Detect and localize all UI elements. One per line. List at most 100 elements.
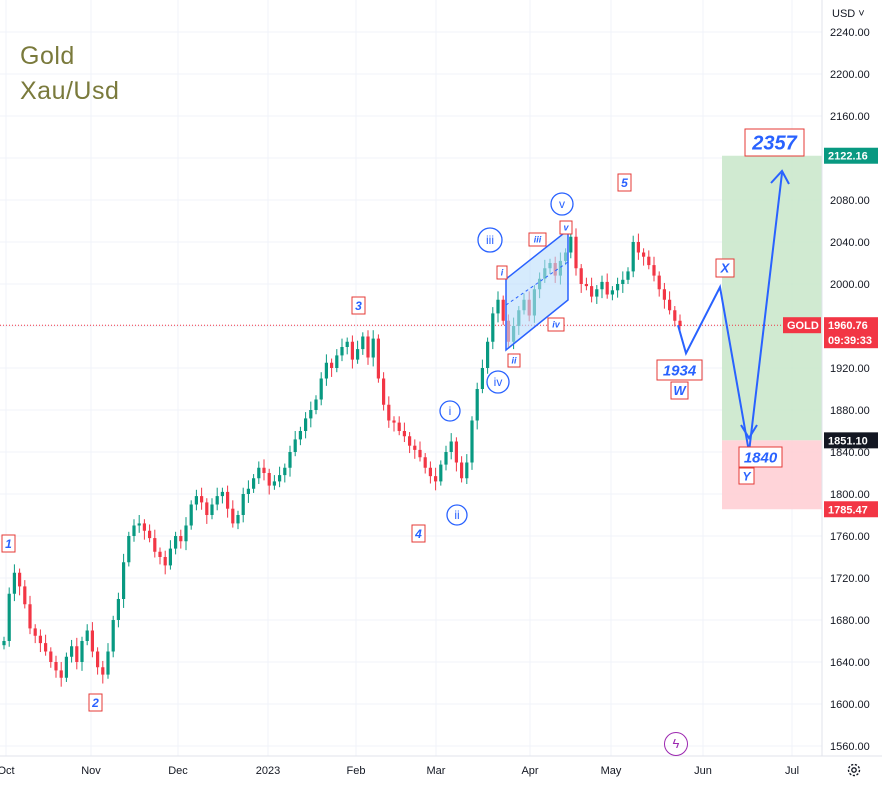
candle-body <box>652 265 656 276</box>
candle-body <box>428 467 432 477</box>
candle-body <box>70 646 74 657</box>
currency-selector[interactable]: USD ˅ <box>832 8 865 20</box>
candle-body <box>668 299 672 311</box>
price-tick-label: 2080.00 <box>830 195 870 207</box>
candle-body <box>298 431 302 440</box>
time-tick-label: Apr <box>521 765 538 777</box>
time-tick-label: May <box>601 765 622 777</box>
subwave-ii-label-circle <box>446 504 468 526</box>
minor-v-label-box <box>559 220 573 235</box>
price-tick-label: 1720.00 <box>830 573 870 585</box>
candle-body <box>28 604 32 629</box>
candle-body <box>267 473 271 486</box>
candle-body <box>402 431 406 437</box>
candle-body <box>23 586 27 605</box>
candle-body <box>657 275 661 290</box>
candle-body <box>90 630 94 652</box>
candle-body <box>215 496 219 505</box>
candle-body <box>408 436 412 446</box>
candle-body <box>132 525 136 536</box>
wave-x-label: X <box>720 261 731 276</box>
time-tick-label: Nov <box>81 765 101 777</box>
candle-body <box>621 279 625 284</box>
candle-body <box>309 410 313 419</box>
stop-price-badge-bg <box>824 501 878 518</box>
candle-body <box>122 562 126 599</box>
candle-body <box>480 368 484 389</box>
candle-body <box>262 467 266 473</box>
price-tick-label: 1760.00 <box>830 531 870 543</box>
minor-i-label-box <box>496 265 508 280</box>
candle-body <box>96 651 100 668</box>
entry-price-badge-bg <box>824 432 878 449</box>
subwave-ii-label: ii <box>454 508 459 522</box>
candle-body <box>418 449 422 458</box>
wave-w-label: W <box>673 383 687 398</box>
lightning-icon[interactable]: ϟ <box>664 732 688 756</box>
candle-body <box>579 268 583 284</box>
candle-body <box>465 462 469 479</box>
candle-body <box>252 478 256 489</box>
candle-body <box>127 536 131 563</box>
candle-body <box>345 341 349 347</box>
bar-countdown-badge-bg <box>824 332 878 349</box>
time-tick-label: Jun <box>694 765 712 777</box>
candle-body <box>137 523 141 526</box>
stop-price-badge: 1785.47 <box>828 504 868 516</box>
candle-body <box>111 620 115 652</box>
candle-body <box>662 289 666 300</box>
price-axis[interactable]: 2240.002200.002160.002120.002080.002040.… <box>783 0 878 756</box>
candle-body <box>595 289 599 297</box>
candle-body <box>626 271 630 280</box>
price-tick-label: 2040.00 <box>830 237 870 249</box>
target-2357-label-box <box>744 128 805 157</box>
candle-body <box>64 656 68 678</box>
candle-body <box>158 551 162 557</box>
entry-price-badge: 1851.10 <box>828 435 868 447</box>
candle-body <box>434 476 438 482</box>
candle-body <box>12 572 16 594</box>
target-price-badge-bg <box>824 147 878 164</box>
wave-5-label-box <box>617 173 632 192</box>
candle-body <box>491 313 495 342</box>
candle-body <box>80 641 84 662</box>
minor-iv-label: iv <box>552 320 561 330</box>
wave-4-label: 4 <box>414 527 422 541</box>
minor-iv-label-box <box>547 317 565 332</box>
gear-icon[interactable] <box>846 762 862 778</box>
price-tick-label: 2240.00 <box>830 27 870 39</box>
candle-body <box>470 420 474 463</box>
candle-body <box>350 341 354 360</box>
candle-body <box>293 439 297 452</box>
time-tick-label: Oct <box>0 765 15 777</box>
price-tick-label: 1800.00 <box>830 489 870 501</box>
minor-iii-label: iii <box>534 235 542 245</box>
candle-body <box>642 252 646 257</box>
candle-body <box>168 548 172 566</box>
candle-body <box>330 362 334 368</box>
time-axis[interactable]: Oct Nov Dec 2023 Feb Mar Apr May Jun Jul <box>0 755 882 777</box>
target-1840-label: 1840 <box>744 449 778 466</box>
candle-body <box>636 242 640 253</box>
candle-body <box>200 496 204 503</box>
candle-body <box>189 504 193 526</box>
candle-body <box>7 593 11 641</box>
wave-2-label-box <box>88 693 103 712</box>
wave-w-label-box <box>670 381 689 400</box>
candle-body <box>272 481 276 486</box>
wave-y-label: Y <box>742 469 751 483</box>
candle-body <box>283 467 287 476</box>
candle-body <box>33 628 37 636</box>
candle-body <box>605 281 609 295</box>
candle-body <box>257 467 261 479</box>
candle-body <box>413 445 417 450</box>
subwave-iv-label-circle <box>486 370 510 394</box>
candle-body <box>236 515 240 524</box>
candle-body <box>85 630 89 641</box>
candle-body <box>324 362 328 379</box>
candle-body <box>278 475 282 482</box>
candle-body <box>590 286 594 297</box>
candle-body <box>174 536 178 549</box>
price-tick-label: 1680.00 <box>830 615 870 627</box>
